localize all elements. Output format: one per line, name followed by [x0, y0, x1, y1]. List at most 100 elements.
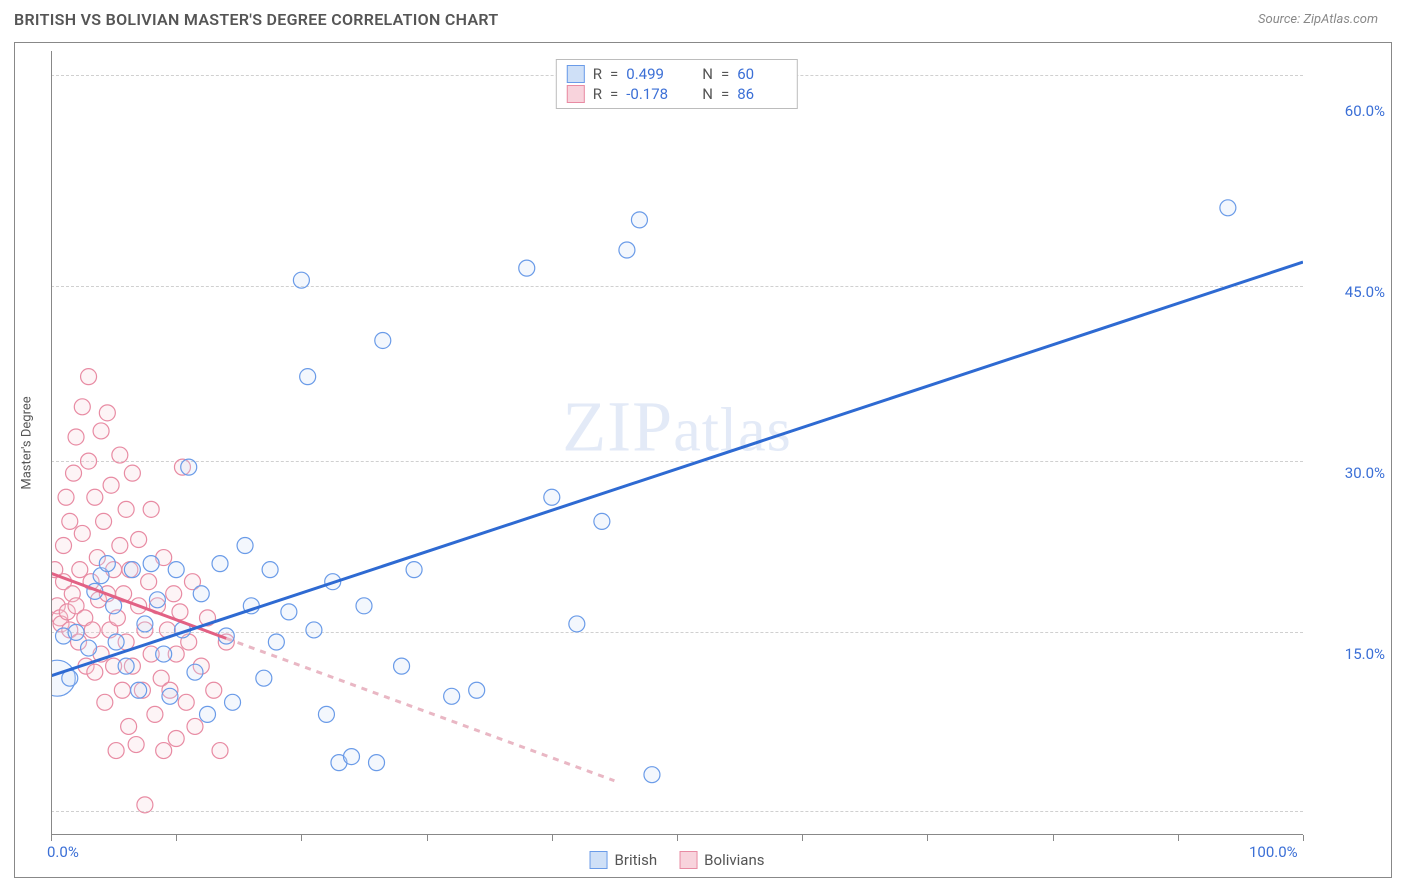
scatter-point: [300, 369, 316, 385]
chart-container: Master's Degree ZIPatlas 0.0%100.0% 15.0…: [14, 42, 1392, 878]
trend-line: [226, 638, 614, 780]
scatter-point: [406, 562, 422, 578]
scatter-point: [644, 767, 660, 783]
stat-n-label: N: [702, 65, 713, 83]
stat-eq: =: [721, 85, 729, 103]
scatter-point: [187, 664, 203, 680]
scatter-point: [143, 556, 159, 572]
scatter-point: [97, 694, 113, 710]
stat-n-value: 86: [737, 85, 787, 103]
scatter-point: [619, 242, 635, 258]
scatter-point: [131, 531, 147, 547]
legend-swatch: [590, 851, 608, 869]
scatter-point: [68, 429, 84, 445]
scatter-point: [96, 513, 112, 529]
scatter-point: [306, 622, 322, 638]
chart-header: BRITISH VS BOLIVIAN MASTER'S DEGREE CORR…: [0, 0, 1406, 37]
scatter-point: [112, 447, 128, 463]
scatter-point: [200, 706, 216, 722]
scatter-point: [99, 405, 115, 421]
x-tick-mark: [552, 835, 553, 841]
scatter-point: [99, 556, 115, 572]
scatter-point: [143, 501, 159, 517]
scatter-point: [87, 489, 103, 505]
y-axis-label: Master's Degree: [20, 396, 35, 489]
stat-r-label: R: [593, 65, 602, 83]
scatter-point: [168, 731, 184, 747]
scatter-point: [318, 706, 334, 722]
stat-r-label: R: [593, 85, 602, 103]
legend-swatch: [679, 851, 697, 869]
scatter-point: [74, 525, 90, 541]
scatter-point: [149, 592, 165, 608]
stat-eq: =: [610, 65, 618, 83]
scatter-point: [469, 682, 485, 698]
scatter-point: [569, 616, 585, 632]
stat-r-value: 0.499: [626, 65, 676, 83]
scatter-point: [631, 212, 647, 228]
scatter-point: [156, 646, 172, 662]
legend-swatch: [567, 85, 585, 103]
scatter-point: [137, 797, 153, 813]
scatter-point: [66, 465, 82, 481]
chart-title: BRITISH VS BOLIVIAN MASTER'S DEGREE CORR…: [14, 10, 499, 29]
y-tick-label: 15.0%: [1345, 645, 1385, 663]
scatter-point: [118, 658, 134, 674]
x-tick-mark: [301, 835, 302, 841]
scatter-point: [168, 562, 184, 578]
scatter-point: [343, 749, 359, 765]
scatter-point: [84, 622, 100, 638]
scatter-point: [141, 574, 157, 590]
scatter-point: [118, 501, 134, 517]
y-tick-label: 60.0%: [1345, 102, 1385, 120]
stat-eq: =: [610, 85, 618, 103]
scatter-point: [293, 272, 309, 288]
scatter-point: [56, 538, 72, 554]
scatter-point: [68, 624, 84, 640]
scatter-point: [112, 538, 128, 554]
scatter-point: [225, 694, 241, 710]
scatter-point: [356, 598, 372, 614]
series-legend: British Bolivians: [590, 851, 765, 869]
source-prefix: Source:: [1258, 12, 1303, 27]
scatter-point: [212, 743, 228, 759]
scatter-point: [181, 459, 197, 475]
scatter-point: [237, 538, 253, 554]
scatter-point: [114, 682, 130, 698]
stats-legend-row: R=-0.178N=86: [567, 84, 787, 104]
scatter-point: [137, 616, 153, 632]
y-tick-label: 45.0%: [1345, 283, 1385, 301]
x-tick-mark: [802, 835, 803, 841]
scatter-point: [256, 670, 272, 686]
plot-svg: [51, 51, 1303, 835]
scatter-point: [103, 477, 119, 493]
scatter-point: [147, 706, 163, 722]
scatter-point: [172, 604, 188, 620]
stat-r-value: -0.178: [626, 85, 676, 103]
scatter-point: [128, 737, 144, 753]
legend-swatch: [567, 65, 585, 83]
scatter-point: [206, 682, 222, 698]
x-tick-mark: [51, 835, 52, 841]
scatter-point: [178, 694, 194, 710]
scatter-point: [544, 489, 560, 505]
x-tick-mark: [1178, 835, 1179, 841]
source-name: ZipAtlas.com: [1303, 12, 1378, 27]
scatter-point: [124, 562, 140, 578]
scatter-point: [108, 743, 124, 759]
series-legend-item: British: [590, 851, 658, 869]
source-attribution: Source: ZipAtlas.com: [1258, 12, 1378, 27]
stat-n-value: 60: [737, 65, 787, 83]
scatter-point: [131, 682, 147, 698]
stat-eq: =: [721, 65, 729, 83]
scatter-point: [369, 755, 385, 771]
series-legend-item: Bolivians: [679, 851, 764, 869]
x-tick-mark: [176, 835, 177, 841]
scatter-point: [156, 743, 172, 759]
scatter-point: [375, 332, 391, 348]
y-axis-line: [51, 51, 52, 835]
scatter-point: [262, 562, 278, 578]
scatter-point: [444, 688, 460, 704]
scatter-point: [212, 556, 228, 572]
x-tick-mark: [677, 835, 678, 841]
